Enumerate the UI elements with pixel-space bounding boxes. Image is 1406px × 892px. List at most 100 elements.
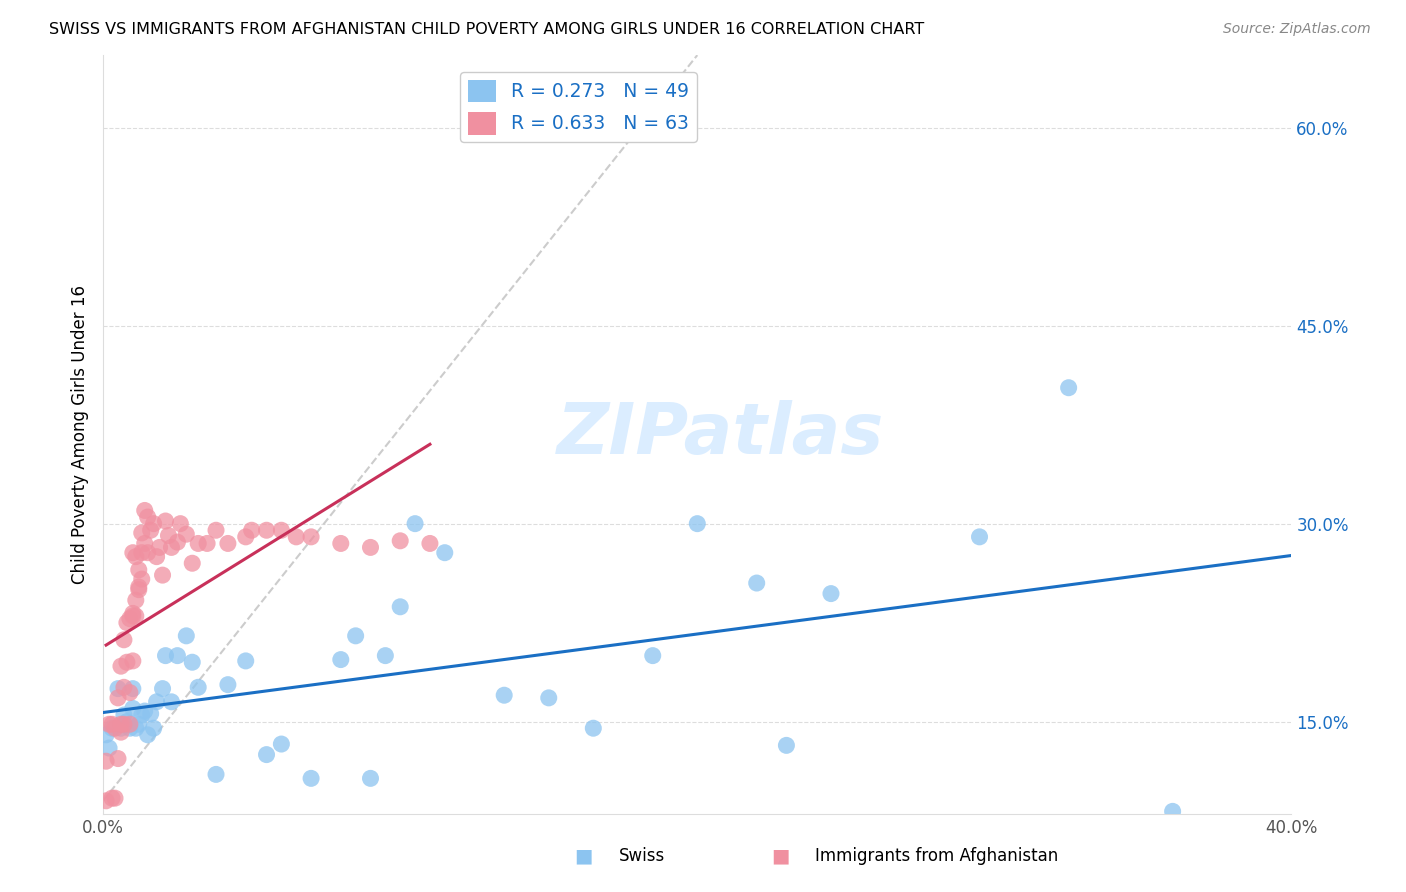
Point <box>235 530 257 544</box>
Point <box>176 527 198 541</box>
Point <box>160 541 183 555</box>
Point <box>131 525 153 540</box>
Point <box>329 652 352 666</box>
Point <box>686 516 709 531</box>
Point <box>344 629 367 643</box>
Point <box>94 794 117 808</box>
Point <box>101 721 124 735</box>
Point <box>299 530 322 544</box>
Point <box>104 791 127 805</box>
Point <box>195 536 218 550</box>
Point <box>112 632 135 647</box>
Point <box>110 717 132 731</box>
Point <box>160 695 183 709</box>
Point <box>121 609 143 624</box>
Point <box>110 725 132 739</box>
Point <box>94 728 117 742</box>
Point <box>285 530 308 544</box>
Point <box>112 681 135 695</box>
Text: ■: ■ <box>574 847 593 865</box>
Point <box>494 688 516 702</box>
Point <box>131 546 153 560</box>
Point <box>169 516 191 531</box>
Point <box>125 549 148 564</box>
Text: Swiss: Swiss <box>619 847 665 865</box>
Point <box>110 721 132 735</box>
Point <box>128 563 150 577</box>
Point <box>360 772 382 786</box>
Point <box>136 728 159 742</box>
Point <box>121 546 143 560</box>
Point <box>145 549 167 564</box>
Point <box>142 516 165 531</box>
Point <box>176 629 198 643</box>
Point <box>94 754 117 768</box>
Point <box>148 541 170 555</box>
Point <box>969 530 991 544</box>
Legend: R = 0.273   N = 49, R = 0.633   N = 63: R = 0.273 N = 49, R = 0.633 N = 63 <box>460 72 696 142</box>
Point <box>157 528 180 542</box>
Text: ZIPatlas: ZIPatlas <box>557 401 884 469</box>
Point <box>121 607 143 621</box>
Point <box>134 704 156 718</box>
Point <box>134 536 156 550</box>
Point <box>582 721 605 735</box>
Point <box>139 706 162 721</box>
Point <box>240 523 263 537</box>
Point <box>152 568 174 582</box>
Point <box>404 516 426 531</box>
Point <box>125 721 148 735</box>
Point <box>166 648 188 663</box>
Point <box>270 523 292 537</box>
Point <box>187 536 209 550</box>
Point <box>142 721 165 735</box>
Text: SWISS VS IMMIGRANTS FROM AFGHANISTAN CHILD POVERTY AMONG GIRLS UNDER 16 CORRELAT: SWISS VS IMMIGRANTS FROM AFGHANISTAN CHI… <box>49 22 925 37</box>
Point <box>107 681 129 696</box>
Point <box>101 791 124 805</box>
Point <box>136 510 159 524</box>
Point <box>98 717 121 731</box>
Point <box>152 681 174 696</box>
Text: ■: ■ <box>770 847 790 865</box>
Point <box>270 737 292 751</box>
Point <box>121 654 143 668</box>
Point <box>128 717 150 731</box>
Point <box>128 580 150 594</box>
Point <box>112 717 135 731</box>
Point <box>235 654 257 668</box>
Point <box>107 690 129 705</box>
Point <box>256 747 278 762</box>
Point <box>389 599 412 614</box>
Point <box>136 546 159 560</box>
Point <box>110 659 132 673</box>
Point <box>118 717 141 731</box>
Point <box>118 685 141 699</box>
Point <box>121 681 143 696</box>
Point <box>107 751 129 765</box>
Point <box>125 593 148 607</box>
Point <box>134 503 156 517</box>
Point <box>537 690 560 705</box>
Text: Source: ZipAtlas.com: Source: ZipAtlas.com <box>1223 22 1371 37</box>
Point <box>118 612 141 626</box>
Point <box>1161 805 1184 819</box>
Point <box>1057 381 1080 395</box>
Point <box>166 535 188 549</box>
Point <box>139 523 162 537</box>
Point <box>128 582 150 597</box>
Point <box>155 648 177 663</box>
Point <box>101 717 124 731</box>
Text: Immigrants from Afghanistan: Immigrants from Afghanistan <box>815 847 1059 865</box>
Point <box>374 648 396 663</box>
Point <box>131 708 153 723</box>
Point <box>745 576 768 591</box>
Point <box>115 714 138 729</box>
Point <box>419 536 441 550</box>
Point <box>181 556 204 570</box>
Point <box>256 523 278 537</box>
Point <box>181 655 204 669</box>
Point <box>145 695 167 709</box>
Point <box>118 721 141 735</box>
Point <box>205 523 228 537</box>
Point <box>329 536 352 550</box>
